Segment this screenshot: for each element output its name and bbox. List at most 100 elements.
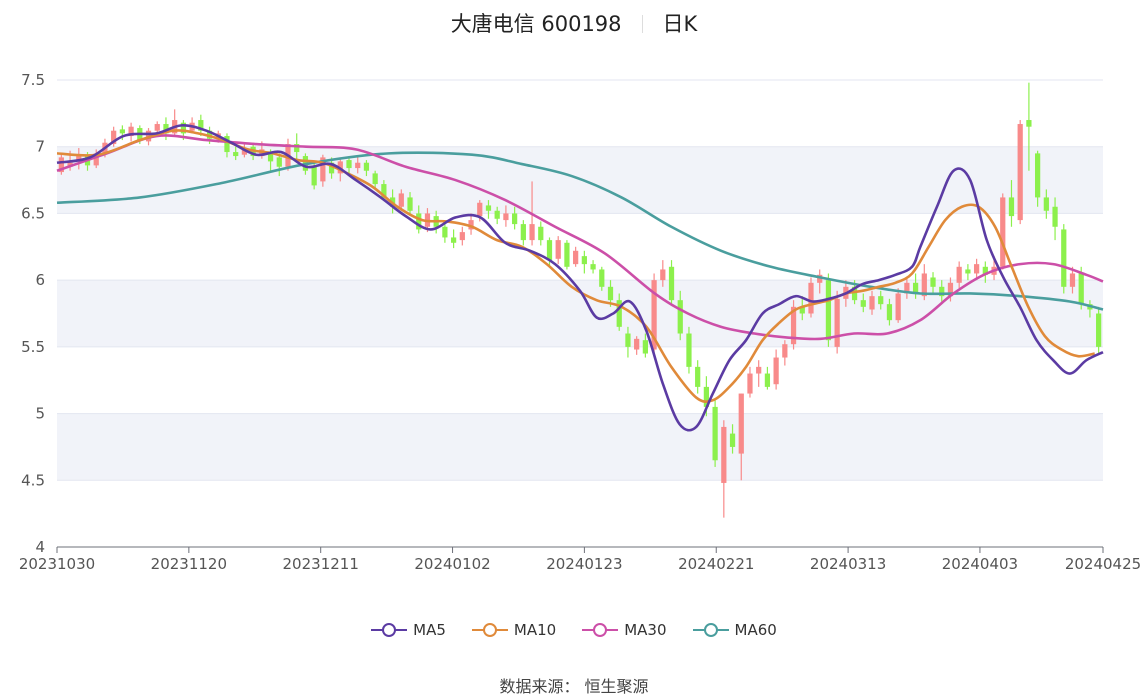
- candle-body: [860, 300, 866, 307]
- candle-body: [128, 126, 134, 137]
- x-tick-label: 20240425: [1065, 555, 1141, 573]
- candle: [747, 366, 753, 398]
- candle: [590, 260, 596, 274]
- candle: [233, 146, 239, 161]
- candle: [459, 226, 465, 246]
- x-tick-label: 20240221: [678, 555, 754, 573]
- candle: [1035, 150, 1041, 207]
- candle-body: [712, 406, 718, 461]
- candles: [58, 82, 1102, 518]
- candle-body: [1043, 197, 1049, 211]
- candle: [764, 366, 771, 390]
- candle: [564, 240, 570, 270]
- candle: [1096, 306, 1102, 354]
- y-tick-label: 6: [35, 271, 45, 289]
- candle-body: [520, 224, 526, 241]
- candle: [198, 114, 204, 137]
- candle-body: [660, 269, 666, 281]
- ma-line-ma10: [56, 129, 1095, 403]
- candle-body: [756, 366, 762, 374]
- candle: [58, 153, 64, 175]
- candle-body: [328, 162, 335, 174]
- candle: [355, 157, 361, 174]
- candle-body: [869, 296, 875, 310]
- grid-band: [57, 413, 1103, 481]
- candle: [625, 326, 631, 358]
- candle-body: [921, 273, 927, 297]
- candle-body: [233, 152, 239, 157]
- stock-name-code: 大唐电信 600198: [450, 12, 622, 36]
- candle: [790, 300, 797, 350]
- legend-item-ma10[interactable]: MA10: [471, 621, 557, 639]
- candle-body: [1026, 120, 1032, 127]
- candle-body: [799, 306, 805, 314]
- candle-body: [573, 250, 579, 265]
- candle-body: [1096, 313, 1102, 347]
- legend: MA5 MA10 MA30 MA60: [0, 621, 1148, 639]
- candle-body: [198, 120, 204, 131]
- candle: [546, 237, 553, 267]
- candle: [494, 206, 500, 225]
- candle: [468, 213, 474, 235]
- legend-item-ma60[interactable]: MA60: [692, 621, 777, 639]
- candle: [128, 122, 134, 142]
- candle: [346, 156, 352, 174]
- legend-label: MA10: [513, 621, 557, 639]
- source-label: 数据来源：: [499, 677, 580, 696]
- candle: [808, 277, 814, 318]
- candle: [398, 189, 404, 211]
- candle-body: [355, 162, 361, 169]
- legend-item-ma5[interactable]: MA5: [371, 621, 446, 639]
- candle-body: [904, 282, 910, 294]
- y-tick-label: 4.5: [21, 471, 45, 489]
- candle-body: [555, 240, 561, 259]
- x-tick-label: 20231030: [19, 555, 95, 573]
- candle: [695, 360, 701, 394]
- candle-body: [782, 344, 788, 358]
- candle: [1000, 193, 1006, 270]
- candle: [573, 246, 579, 267]
- candle: [773, 349, 779, 390]
- candle-body: [1017, 124, 1023, 221]
- candle-body: [485, 205, 492, 211]
- grid-bands: [57, 146, 1103, 481]
- candle-body: [686, 333, 692, 367]
- candle-body: [642, 340, 648, 354]
- candle-body: [276, 157, 282, 167]
- candle-body: [1052, 206, 1058, 227]
- candle-body: [1078, 273, 1084, 305]
- y-tick-label: 6.5: [21, 204, 45, 222]
- candle-body: [468, 220, 474, 230]
- candle: [372, 170, 378, 190]
- candle-body: [590, 264, 596, 270]
- candle-body: [512, 213, 518, 225]
- x-tick-label: 20231120: [151, 555, 227, 573]
- candle-body: [1069, 273, 1076, 287]
- candle: [616, 293, 622, 331]
- candle-body: [721, 426, 727, 483]
- candle-body: [886, 304, 893, 321]
- candle: [930, 272, 936, 294]
- candle: [712, 400, 718, 467]
- candle: [111, 126, 117, 147]
- candle-body: [851, 286, 858, 301]
- ma-line-ma5: [56, 124, 1104, 432]
- y-tick-label: 7.5: [21, 71, 45, 89]
- x-tick-label: 20240313: [810, 555, 886, 573]
- candle-body: [581, 256, 587, 265]
- candle-body: [459, 232, 465, 241]
- candle-body: [267, 153, 274, 162]
- candle: [76, 148, 82, 170]
- candle: [869, 290, 875, 315]
- candle-body: [625, 333, 631, 347]
- legend-marker-icon: [371, 623, 408, 637]
- candle-body: [416, 213, 422, 230]
- title-separator: [641, 15, 643, 33]
- x-axis: 20231030 20231120 20231211 20240102 20240123…: [19, 546, 1141, 573]
- legend-item-ma30[interactable]: MA30: [582, 621, 667, 639]
- candlestick-chart: 4 4.5 5 5.5 6 6.5 7 7.5 20231030 20231120 2023121…: [19, 71, 1141, 573]
- candle: [982, 261, 988, 283]
- candle-body: [634, 338, 640, 350]
- y-tick-label: 5: [35, 405, 45, 423]
- candle: [738, 393, 744, 481]
